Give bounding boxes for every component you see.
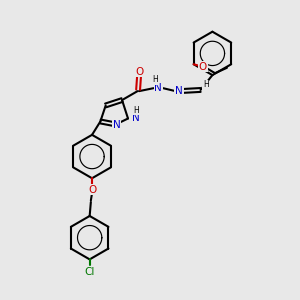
- Text: H: H: [203, 80, 209, 89]
- Text: O: O: [198, 61, 207, 72]
- Text: O: O: [135, 67, 143, 76]
- Text: N: N: [154, 83, 162, 93]
- Text: N: N: [112, 120, 120, 130]
- Text: Cl: Cl: [85, 267, 95, 277]
- Text: H: H: [133, 106, 139, 115]
- Text: N: N: [175, 86, 183, 96]
- Text: N: N: [132, 113, 140, 123]
- Text: H: H: [152, 75, 158, 84]
- Text: O: O: [88, 184, 96, 194]
